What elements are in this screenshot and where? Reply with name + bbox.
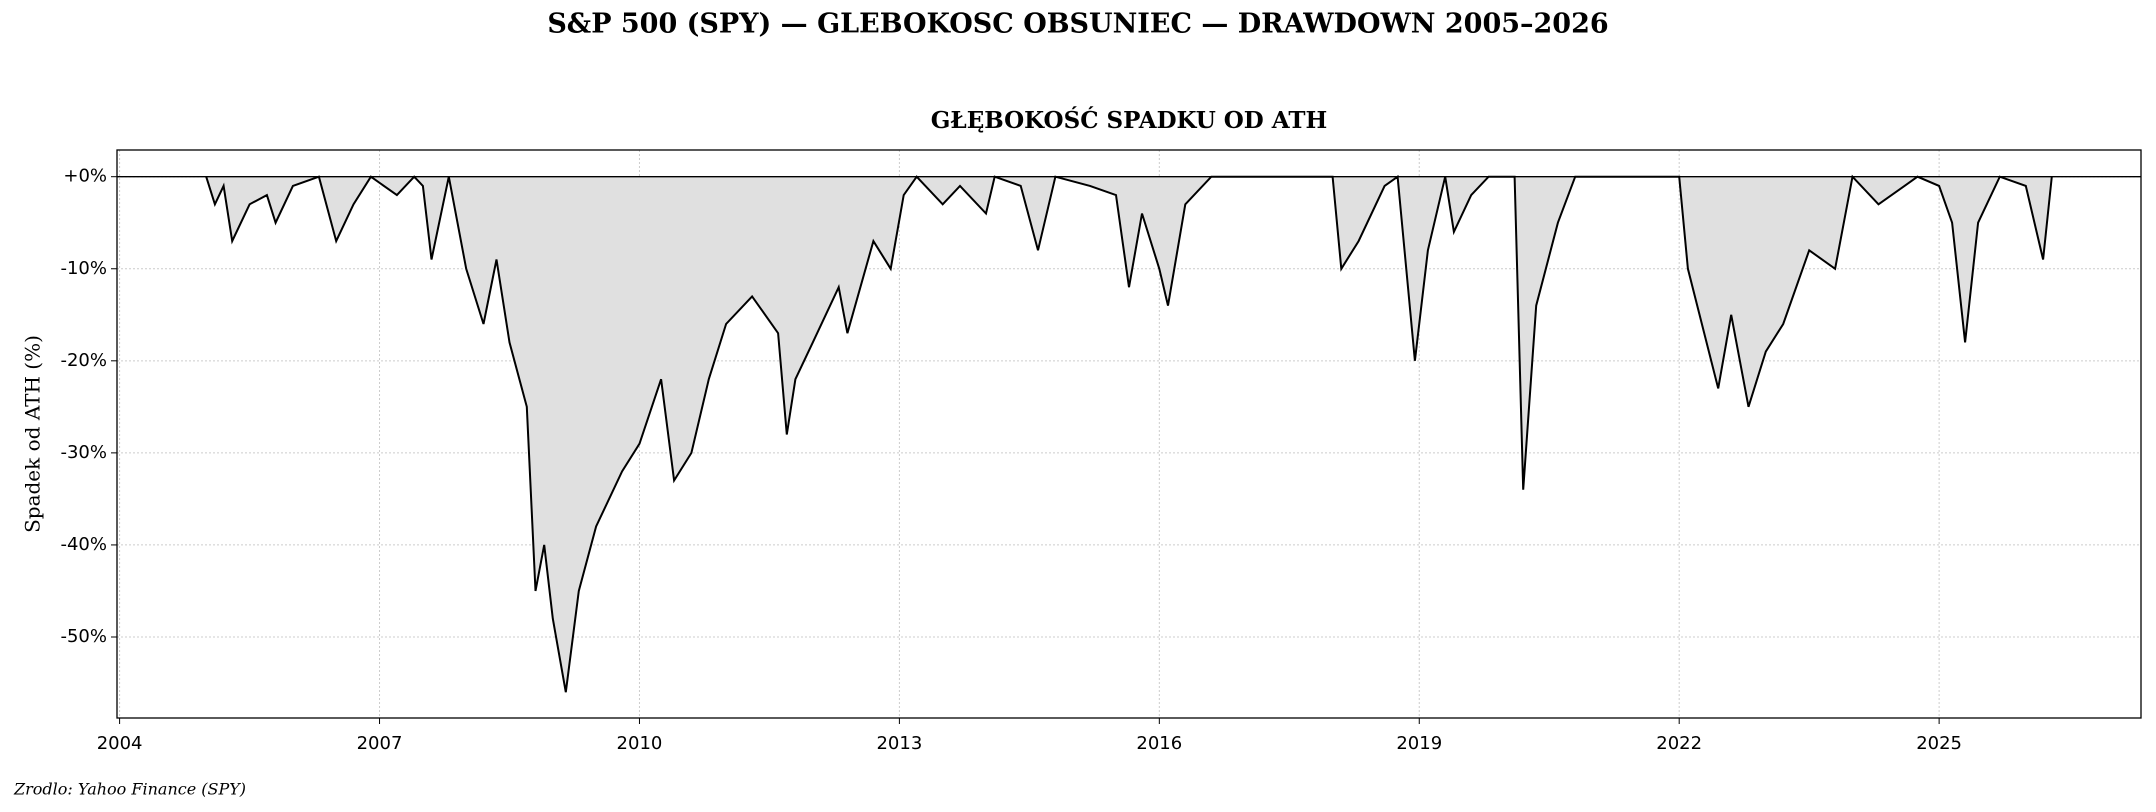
x-tick-label: 2022 (1656, 733, 1702, 754)
chart-title: S&P 500 (SPY) — GLEBOKOSC OBSUNIEC — DRA… (547, 9, 1608, 40)
y-tick-label: +0% (63, 166, 107, 187)
x-tick-label: 2004 (97, 733, 143, 754)
area-fill (206, 176, 2052, 693)
x-tick-label: 2010 (617, 733, 663, 754)
x-tick-label: 2007 (357, 733, 403, 754)
source-note: Zrodlo: Yahoo Finance (SPY) (13, 780, 246, 799)
y-tick-label: -30% (60, 442, 107, 463)
x-tick-label: 2025 (1916, 733, 1962, 754)
x-tick-label: 2016 (1136, 733, 1182, 754)
y-tick-label: -50% (60, 626, 107, 647)
y-tick-label: -40% (60, 534, 107, 555)
y-tick-label: -20% (60, 350, 107, 371)
x-tick-label: 2013 (876, 733, 922, 754)
y-tick-label: -10% (60, 258, 107, 279)
plot-frame (116, 149, 2142, 719)
x-tick-label: 2019 (1396, 733, 1442, 754)
y-axis-label: Spadek od ATH (%) (21, 335, 45, 533)
drawdown-line (205, 174, 2053, 693)
chart-subtitle: GŁĘBOKOŚĆ SPADKU OD ATH (931, 107, 1327, 134)
